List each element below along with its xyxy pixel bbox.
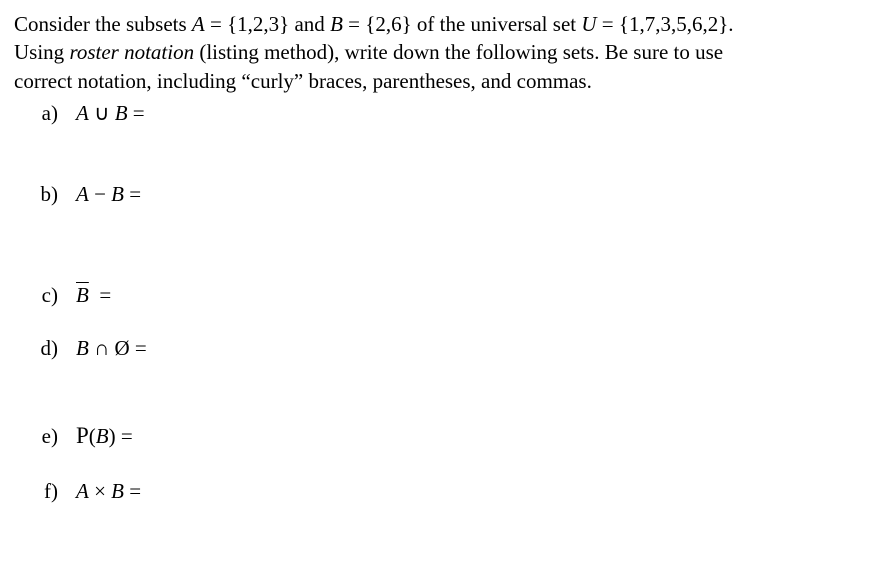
intro-line2-pre: Using bbox=[14, 40, 69, 64]
problem-c-expr: B = bbox=[76, 283, 111, 308]
set-A-def: = {1,2,3} and bbox=[205, 12, 330, 36]
set-B-name: B bbox=[330, 12, 343, 36]
intro-paragraph: Consider the subsets A = {1,2,3} and B =… bbox=[14, 10, 862, 95]
problem-d: d) B ∩ = bbox=[14, 336, 862, 361]
intro-line2-post: (listing method), write down the followi… bbox=[194, 40, 723, 64]
set-B-def: = {2,6} of the universal set bbox=[343, 12, 581, 36]
problem-d-label: d) bbox=[14, 336, 76, 361]
problem-f-label: f) bbox=[14, 479, 76, 504]
roster-notation-term: roster notation bbox=[69, 40, 194, 64]
problem-c-label: c) bbox=[14, 283, 76, 308]
intro-text: Consider the subsets bbox=[14, 12, 192, 36]
problem-d-expr: B ∩ = bbox=[76, 336, 147, 361]
problem-b-expr: A − B = bbox=[76, 182, 141, 207]
problem-b: b) A − B = bbox=[14, 182, 862, 207]
set-U-def: = {1,7,3,5,6,2}. bbox=[597, 12, 734, 36]
problem-e: e) P(B) = bbox=[14, 423, 862, 449]
problem-c: c) B = bbox=[14, 283, 862, 308]
problem-e-expr: P(B) = bbox=[76, 423, 133, 449]
problem-f: f) A × B = bbox=[14, 479, 862, 504]
set-U-name: U bbox=[581, 12, 596, 36]
set-A-name: A bbox=[192, 12, 205, 36]
problem-a-expr: A ∪ B = bbox=[76, 101, 145, 126]
problem-list: a) A ∪ B = b) A − B = c) B = d) B ∩ = e)… bbox=[14, 101, 862, 504]
problem-f-expr: A × B = bbox=[76, 479, 141, 504]
problem-e-label: e) bbox=[14, 424, 76, 449]
problem-a: a) A ∪ B = bbox=[14, 101, 862, 126]
page: Consider the subsets A = {1,2,3} and B =… bbox=[0, 0, 876, 514]
problem-b-label: b) bbox=[14, 182, 76, 207]
problem-a-label: a) bbox=[14, 101, 76, 126]
intro-line3: correct notation, including “curly” brac… bbox=[14, 69, 592, 93]
